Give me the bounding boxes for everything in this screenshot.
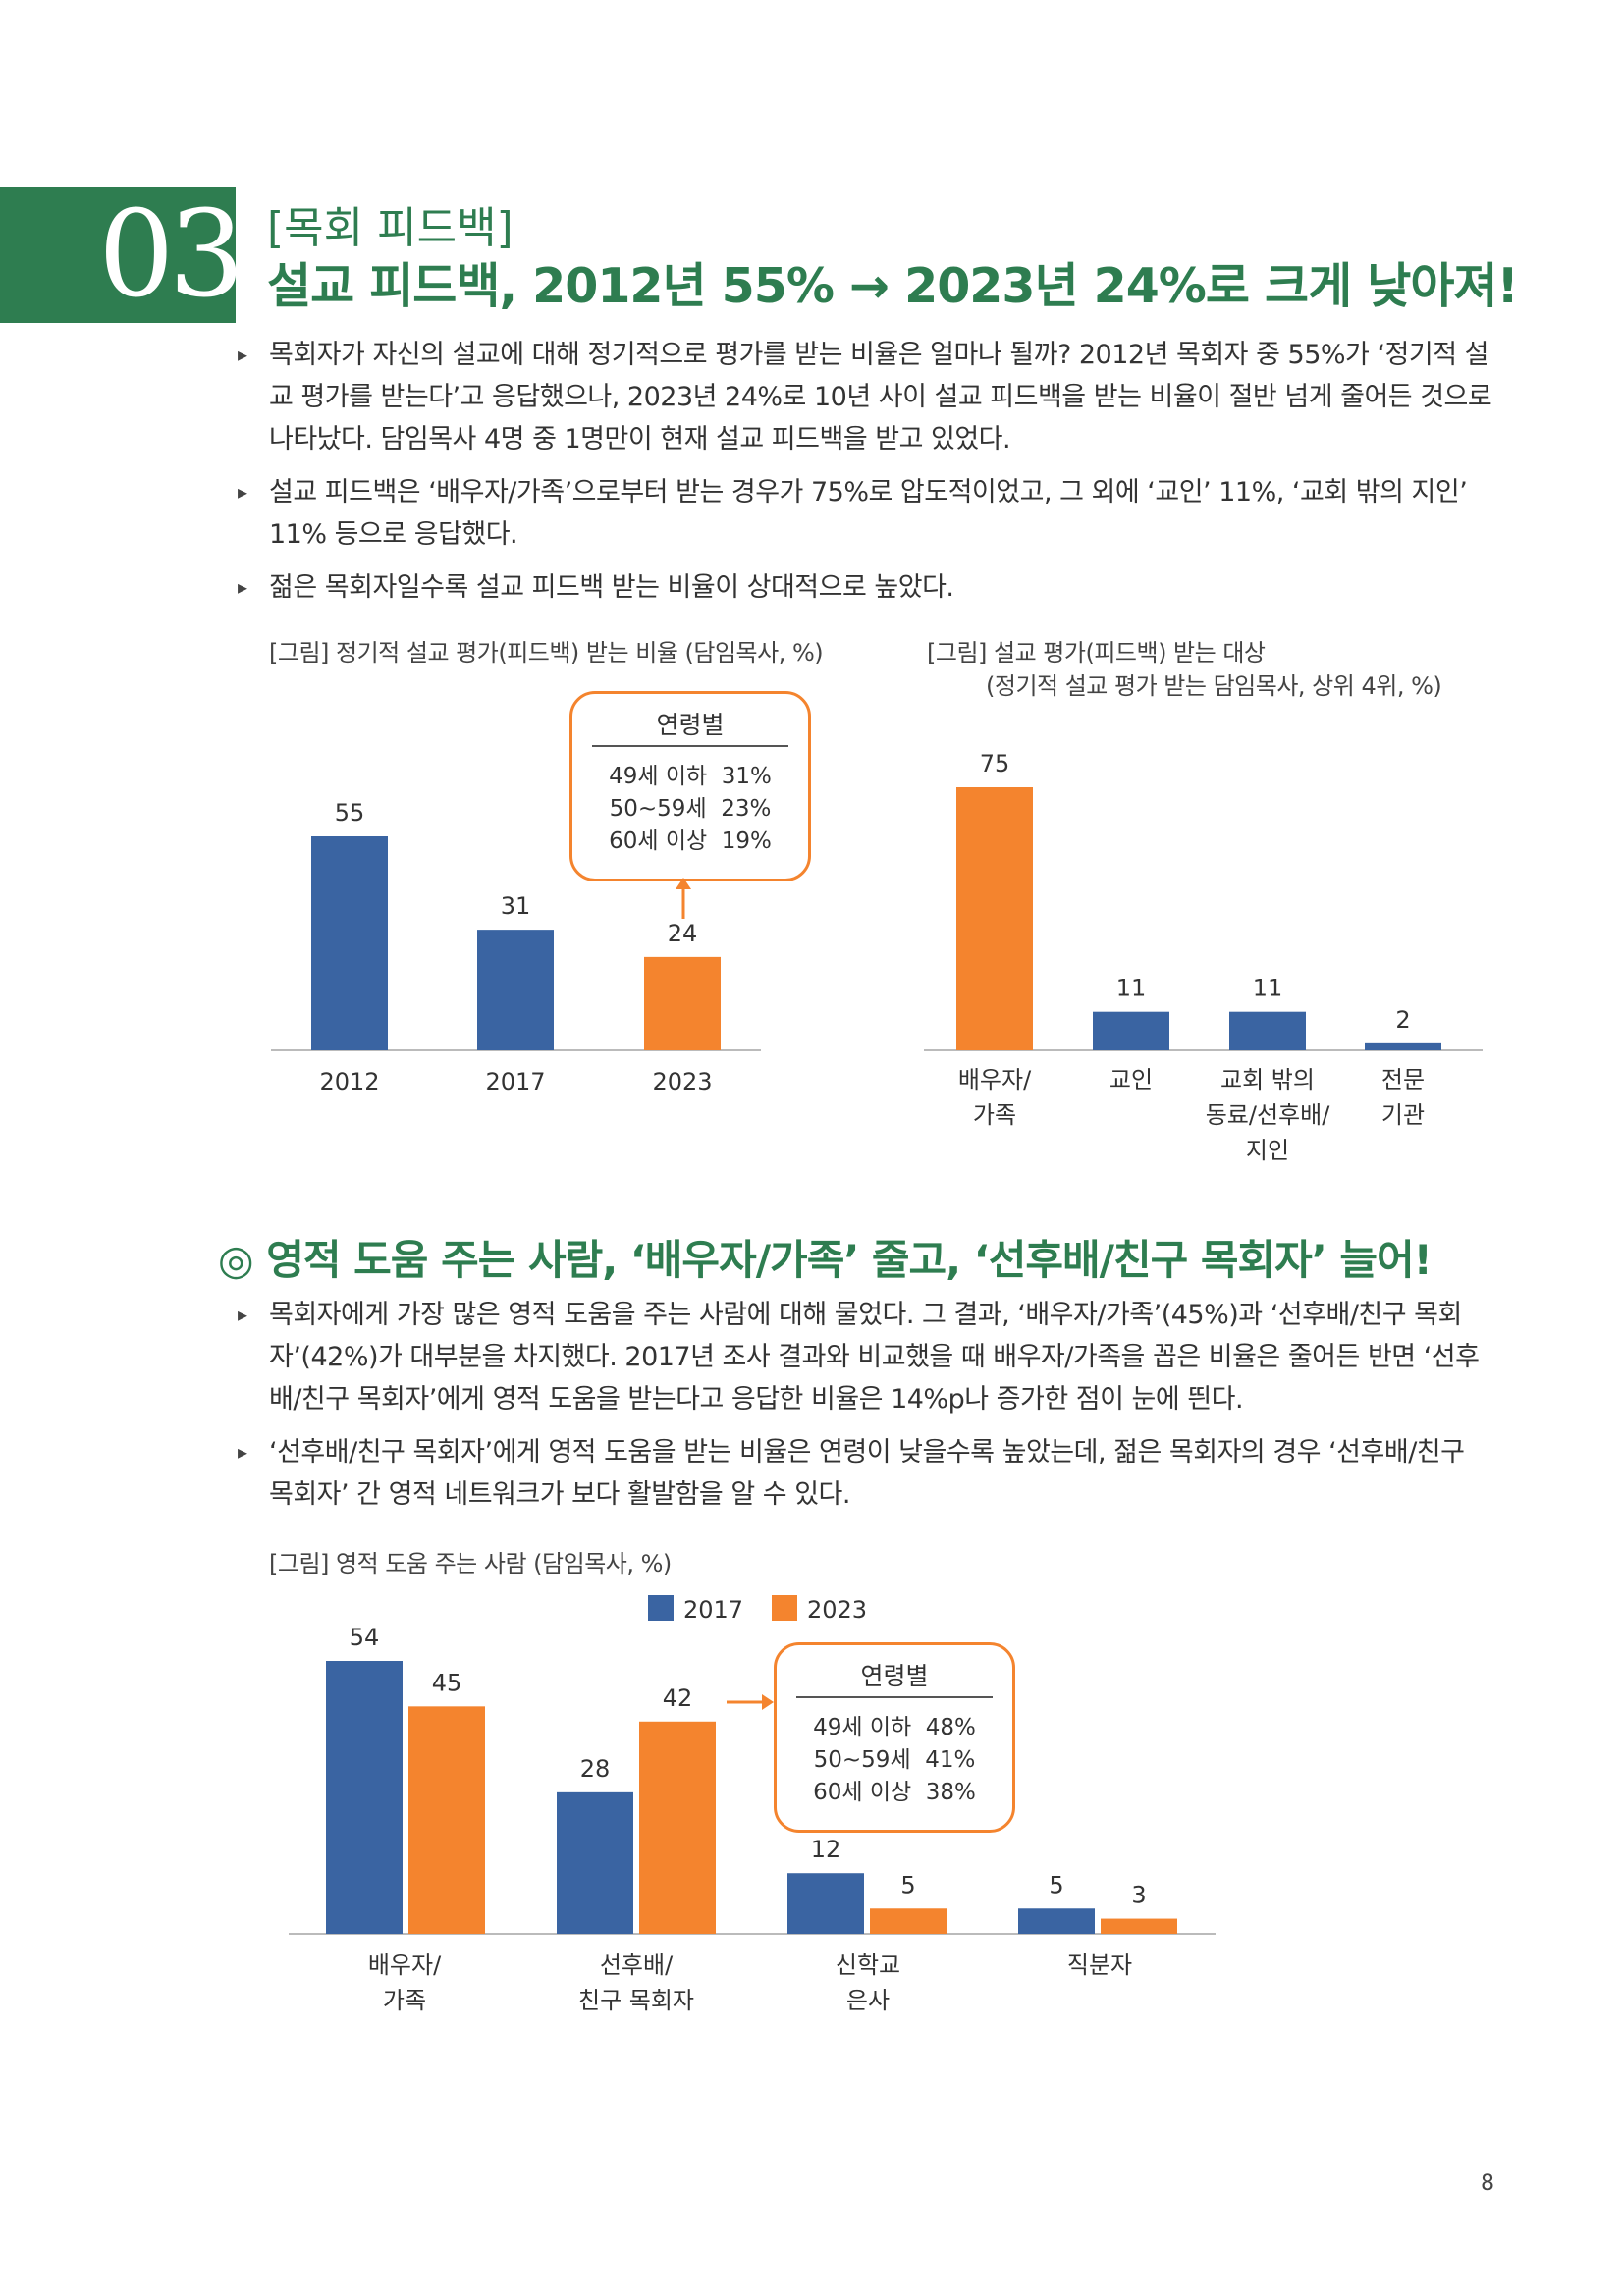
chart3-bar-2017 — [326, 1661, 403, 1934]
chart3-data-label: 28 — [580, 1755, 611, 1783]
callout-divider — [796, 1696, 993, 1698]
chart1-caption: [그림] 정기적 설교 평가(피드백) 받는 비율 (담임목사, %) — [269, 639, 824, 667]
legend-swatch-2017 — [648, 1595, 674, 1621]
chart1-bar — [311, 836, 388, 1050]
chart2-tick-label: 교회 밖의 — [1220, 1066, 1315, 1094]
callout-row: 50~59세 23% — [609, 796, 772, 822]
callout-divider — [592, 745, 788, 747]
chart3-tick-label: 선후배/ — [600, 1951, 674, 1979]
chart3-bar-2023 — [1101, 1918, 1177, 1934]
section-kicker: [목회 피드백] — [267, 203, 514, 253]
chart2-tick-label: 전문 — [1381, 1066, 1425, 1094]
chart2-caption: [그림] 설교 평가(피드백) 받는 대상 — [927, 639, 1266, 667]
chart3-data-label: 54 — [350, 1624, 380, 1651]
bullet-item: ‘선후배/친구 목회자’에게 영적 도움을 받는 비율은 연령이 낮을수록 높았… — [236, 1431, 1492, 1516]
chart3-tick-label: 은사 — [846, 1987, 890, 2014]
chart2-tick-label: 지인 — [1246, 1137, 1289, 1164]
callout-row: 60세 이상 38% — [813, 1780, 976, 1805]
callout-row: 50~59세 41% — [813, 1747, 976, 1773]
chart3-tick-label: 신학교 — [836, 1951, 900, 1979]
callout2-arrow-icon — [727, 1694, 774, 1710]
age-callout-2: 연령별 49세 이하 48% 50~59세 41% 60세 이상 38% — [774, 1642, 1015, 1833]
chart2-tick-label: 교인 — [1109, 1066, 1153, 1094]
page-number: 8 — [1481, 2171, 1494, 2196]
chart2-data-label: 11 — [1116, 975, 1147, 1002]
chart2-bar — [1229, 1011, 1306, 1050]
section-number-block — [0, 187, 236, 323]
chart3-bar-2023 — [408, 1706, 485, 1934]
legend-label: 2023 — [807, 1596, 867, 1624]
chart2-data-label: 2 — [1395, 1006, 1410, 1034]
bullet-item: 목회자에게 가장 많은 영적 도움을 주는 사람에 대해 물었다. 그 결과, … — [236, 1294, 1492, 1420]
chart1-data-label: 31 — [501, 892, 531, 920]
chart3-data-label: 5 — [1049, 1871, 1063, 1898]
callout-row: 49세 이하 48% — [813, 1715, 976, 1740]
section2-title: ◎ 영적 도움 주는 사람, ‘배우자/가족’ 줄고, ‘선후배/친구 목회자’… — [218, 1236, 1433, 1284]
chart3-bar-2017 — [787, 1873, 864, 1934]
chart3-tick-label: 가족 — [383, 1987, 426, 2014]
bullet-item: 젊은 목회자일수록 설교 피드백 받는 비율이 상대적으로 높았다. — [236, 566, 1492, 609]
legend-swatch-2023 — [772, 1595, 797, 1621]
chart1-tick-label: 2017 — [485, 1068, 545, 1095]
chart2-bar — [1365, 1042, 1441, 1050]
chart2-bar — [956, 787, 1033, 1050]
chart3-bar-2017 — [557, 1791, 633, 1934]
chart1-tick-label: 2012 — [319, 1068, 379, 1095]
callout1-arrow-icon — [676, 878, 691, 919]
chart3-data-label: 45 — [432, 1669, 462, 1696]
chart3-bar-2023 — [639, 1721, 716, 1934]
chart1-data-label: 55 — [335, 799, 365, 827]
chart3-tick-label: 직분자 — [1067, 1951, 1132, 1979]
page-title: 설교 피드백, 2012년 55% → 2023년 24%로 크게 낮아져! — [267, 258, 1519, 314]
callout-row: 49세 이하 31% — [609, 764, 772, 789]
callout-row: 60세 이상 19% — [609, 828, 772, 854]
chart1-tick-label: 2023 — [652, 1068, 712, 1095]
chart1-bar — [644, 956, 721, 1050]
chart1-data-label: 24 — [668, 920, 698, 947]
age-callout-1: 연령별 49세 이하 31% 50~59세 23% 60세 이상 19% — [569, 691, 811, 881]
bullet-list-1: 목회자가 자신의 설교에 대해 정기적으로 평가를 받는 비율은 얼마나 될까?… — [236, 334, 1492, 619]
chart1-sermon-feedback-rate: 55 2012 31 2017 24 2023 — [271, 799, 761, 1095]
chart3-caption: [그림] 영적 도움 주는 사람 (담임목사, %) — [269, 1550, 672, 1577]
chart3-data-label: 42 — [663, 1684, 693, 1712]
chart3-tick-label: 배우자/ — [368, 1951, 442, 1979]
bullet-item: 목회자가 자신의 설교에 대해 정기적으로 평가를 받는 비율은 얼마나 될까?… — [236, 334, 1492, 460]
chart2-tick-label: 동료/선후배/ — [1206, 1101, 1330, 1129]
chart3-data-label: 3 — [1131, 1882, 1146, 1909]
callout-title: 연령별 — [860, 1662, 929, 1690]
section-number: 03 — [98, 185, 244, 324]
chart2-data-label: 11 — [1253, 975, 1283, 1002]
bullet-item: 설교 피드백은 ‘배우자/가족’으로부터 받는 경우가 75%로 압도적이었고,… — [236, 471, 1492, 556]
chart2-bar — [1093, 1011, 1169, 1050]
chart3-tick-label: 친구 목회자 — [578, 1987, 694, 2014]
chart2-subcaption: (정기적 설교 평가 받는 담임목사, 상위 4위, %) — [986, 672, 1442, 700]
chart2-data-label: 75 — [980, 750, 1010, 777]
chart3-bar-2017 — [1018, 1908, 1095, 1934]
legend-label: 2017 — [683, 1596, 743, 1624]
chart3-bar-2023 — [870, 1908, 947, 1934]
chart3-data-label: 5 — [900, 1871, 915, 1898]
chart3-data-label: 12 — [811, 1836, 841, 1863]
chart2-tick-label: 가족 — [973, 1101, 1016, 1129]
callout-title: 연령별 — [656, 711, 725, 739]
chart1-bar — [477, 930, 554, 1050]
chart2-tick-label: 기관 — [1381, 1101, 1425, 1129]
bullet-list-2: 목회자에게 가장 많은 영적 도움을 주는 사람에 대해 물었다. 그 결과, … — [236, 1294, 1492, 1526]
chart2-tick-label: 배우자/ — [958, 1066, 1032, 1094]
chart3-spiritual-helper: 2017 2023 54 28 12 5 45 42 5 3 배우자/가족 선후배/친구 목회자 신학교… — [289, 1595, 1216, 2014]
